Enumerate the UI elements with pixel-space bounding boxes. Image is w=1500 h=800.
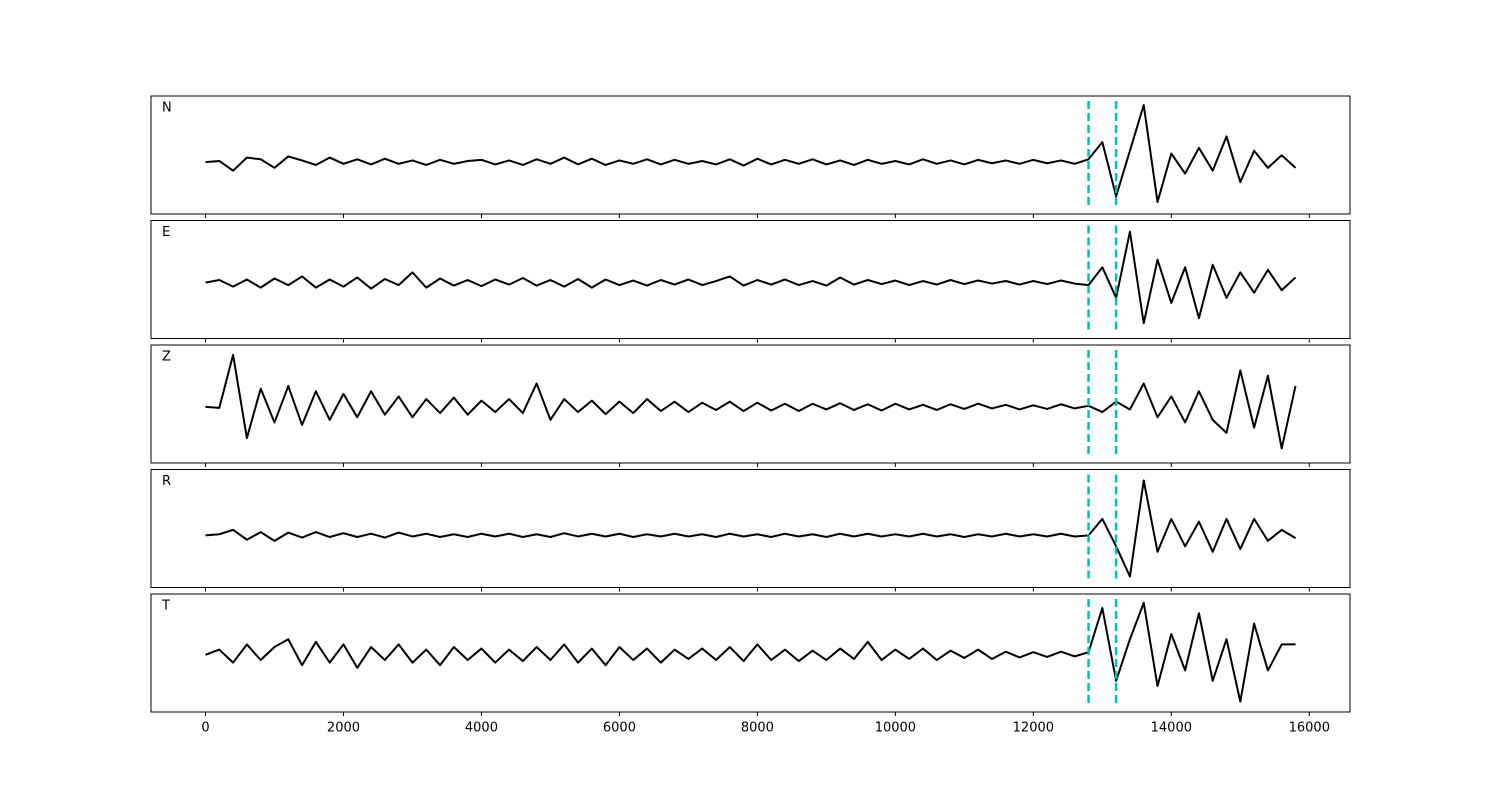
panel-frame: [150, 344, 1351, 464]
channel-label: T: [161, 599, 170, 614]
channel-label: E: [162, 225, 170, 240]
x-tick-label: 2000: [327, 721, 360, 736]
x-tick-label: 14000: [1151, 721, 1192, 736]
trace-line: [205, 353, 1297, 450]
channel-label: Z: [162, 350, 171, 365]
panel-frame: [150, 95, 1351, 215]
trace-line: [205, 230, 1297, 325]
trace-line: [205, 104, 1297, 204]
x-tick-label: 16000: [1289, 721, 1330, 736]
panel-frame: [150, 593, 1351, 713]
x-tick-label: 0: [201, 721, 209, 736]
x-tick-label: 4000: [465, 721, 498, 736]
x-tick-label: 8000: [741, 721, 774, 736]
trace-line: [205, 601, 1296, 703]
panel-frame: [150, 469, 1351, 588]
x-tick-label: 10000: [875, 721, 916, 736]
x-tick-label: 6000: [603, 721, 636, 736]
trace-line: [205, 479, 1297, 578]
x-tick-label: 12000: [1013, 721, 1054, 736]
channel-label: R: [162, 474, 171, 489]
panel-frame: [150, 220, 1351, 339]
channel-label: N: [162, 101, 172, 116]
